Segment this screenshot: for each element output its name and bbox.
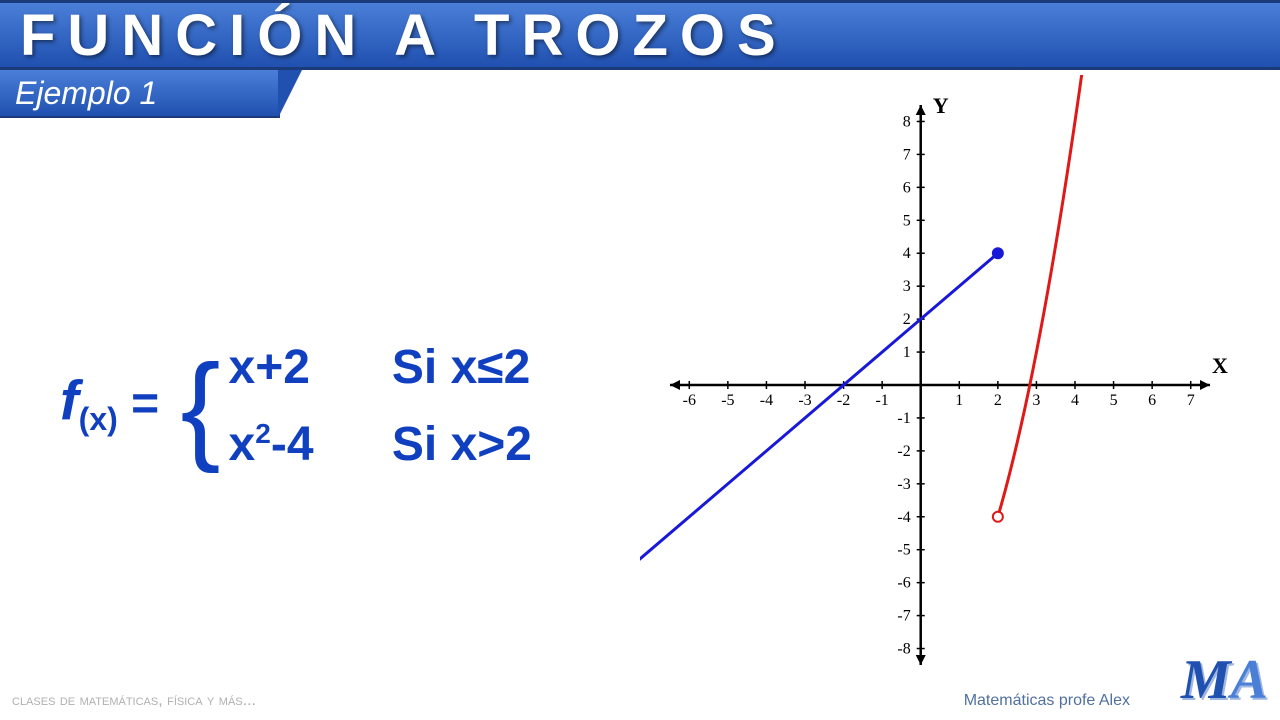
logo-m: M (1181, 649, 1231, 711)
footer-tagline: clases de matemáticas, física y más... (12, 692, 256, 710)
piece2-condition: Si x>2 (392, 407, 532, 484)
piece2-expression: x2-4 (229, 407, 379, 484)
svg-text:-6: -6 (897, 575, 910, 592)
svg-text:-3: -3 (798, 392, 811, 409)
svg-text:4: 4 (903, 245, 911, 262)
svg-text:-8: -8 (897, 641, 910, 658)
svg-text:-6: -6 (683, 392, 696, 409)
coordinate-chart: X Y -6 -5 -4 -3 -2 -1 1 2 3 4 5 6 7 -8 -7 -6 -5 -4 -3 -2 -1 1 2 3… (640, 75, 1240, 695)
svg-text:2: 2 (994, 392, 1002, 409)
piece2-base: x (229, 418, 256, 471)
svg-text:-3: -3 (897, 476, 910, 493)
piece2-rest: -4 (271, 418, 314, 471)
svg-text:6: 6 (1148, 392, 1156, 409)
formula-f: f (60, 368, 79, 431)
svg-text:1: 1 (903, 344, 911, 361)
subtitle: Ejemplo 1 (15, 75, 157, 112)
svg-text:-5: -5 (897, 542, 910, 559)
title-banner: FUNCIÓN A TROZOS (0, 0, 1280, 70)
svg-text:5: 5 (1110, 392, 1118, 409)
svg-text:-4: -4 (760, 392, 773, 409)
svg-text:1: 1 (955, 392, 963, 409)
svg-text:-4: -4 (897, 509, 910, 526)
brace-icon: { (180, 353, 220, 461)
svg-text:5: 5 (903, 212, 911, 229)
svg-text:-7: -7 (897, 608, 910, 625)
logo: MA (1181, 648, 1268, 712)
piecewise-formula: f(x) = { x+2 Si x≤2 x2-4 Si x>2 (60, 330, 532, 484)
svg-text:-5: -5 (721, 392, 734, 409)
piece2-exponent: 2 (255, 418, 271, 449)
subtitle-banner: Ejemplo 1 (0, 70, 280, 118)
svg-text:X: X (1212, 353, 1228, 378)
svg-text:6: 6 (903, 179, 911, 196)
piece1-condition: Si x≤2 (392, 330, 530, 407)
svg-text:7: 7 (1187, 392, 1195, 409)
svg-text:-2: -2 (897, 443, 910, 460)
formula-pieces: x+2 Si x≤2 x2-4 Si x>2 (229, 330, 532, 484)
svg-text:Y: Y (933, 93, 949, 118)
page-title: FUNCIÓN A TROZOS (20, 2, 788, 69)
formula-equals: = (118, 377, 173, 430)
svg-text:8: 8 (903, 113, 911, 130)
chart-svg: X Y -6 -5 -4 -3 -2 -1 1 2 3 4 5 6 7 -8 -7 -6 -5 -4 -3 -2 -1 1 2 3… (640, 75, 1240, 695)
svg-text:7: 7 (903, 146, 911, 163)
formula-x: (x) (79, 401, 118, 437)
svg-text:3: 3 (1032, 392, 1040, 409)
svg-text:3: 3 (903, 278, 911, 295)
footer-author: Matemáticas profe Alex (964, 692, 1130, 710)
svg-text:-1: -1 (875, 392, 888, 409)
svg-text:4: 4 (1071, 392, 1079, 409)
svg-text:2: 2 (903, 311, 911, 328)
piece1-expression: x+2 (229, 330, 379, 407)
svg-text:-2: -2 (837, 392, 850, 409)
svg-text:-1: -1 (897, 410, 910, 427)
logo-a: A (1231, 649, 1268, 711)
